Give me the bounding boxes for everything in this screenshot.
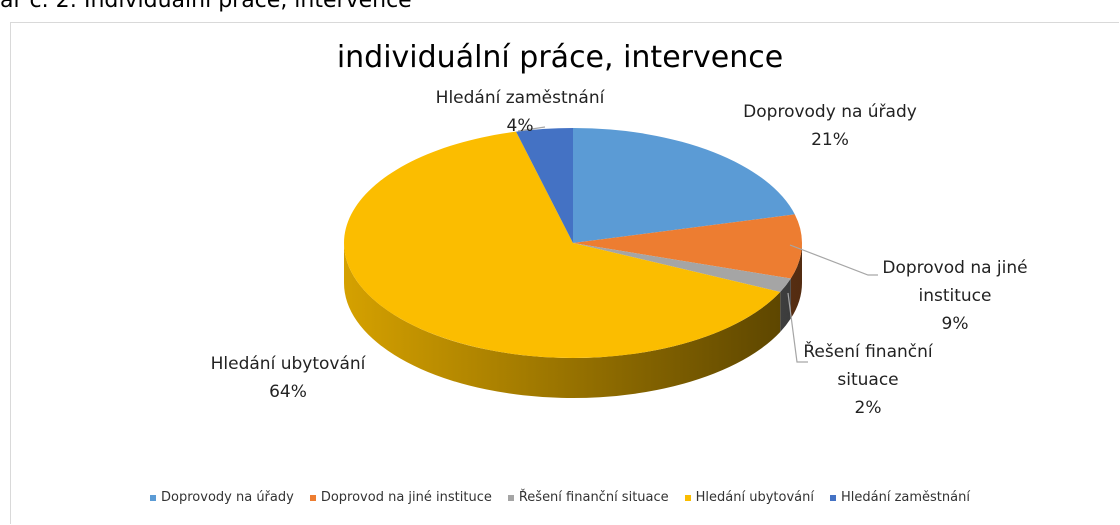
legend-item: Doprovody na úřady bbox=[150, 490, 294, 505]
data-label-name: Doprovody na úřady bbox=[743, 102, 917, 122]
data-label: Hledání ubytování 64% bbox=[178, 350, 398, 406]
legend-swatch bbox=[684, 494, 691, 501]
leader-line bbox=[789, 244, 878, 276]
legend-item: Řešení finanční situace bbox=[507, 490, 669, 505]
data-label-value: 21% bbox=[811, 130, 849, 150]
data-label: Hledání zaměstnání 4% bbox=[410, 84, 630, 140]
slice bbox=[573, 214, 802, 279]
slice bbox=[573, 128, 795, 243]
data-label: Řešení finanční situace 2% bbox=[793, 338, 943, 422]
caption: ar č. 2: Individuální práce, intervence bbox=[0, 0, 412, 13]
data-label-value: 64% bbox=[269, 382, 307, 402]
slice-side bbox=[780, 278, 791, 332]
legend-swatch bbox=[830, 494, 836, 501]
data-label-value: 4% bbox=[506, 116, 534, 136]
legend-swatch bbox=[309, 494, 316, 501]
legend-item: Doprovod na jiné instituce bbox=[309, 490, 492, 505]
legend-item: Hledání zaměstnání bbox=[830, 490, 970, 505]
legend-label: Doprovod na jiné instituce bbox=[320, 490, 492, 505]
data-label-value: 9% bbox=[941, 314, 969, 334]
legend: Doprovody na úřady Doprovod na jiné insti… bbox=[0, 490, 1120, 505]
data-label-name: Hledání zaměstnání bbox=[435, 88, 605, 108]
chart-title: individuální práce, intervence bbox=[336, 40, 784, 75]
legend-label: Doprovody na úřady bbox=[161, 490, 294, 505]
slice-side bbox=[344, 243, 781, 398]
data-label-name: Hledání ubytování bbox=[210, 354, 366, 374]
legend-item: Hledání ubytování bbox=[684, 490, 814, 505]
legend-swatch bbox=[150, 494, 157, 501]
data-label-name: Doprovod na jiné instituce bbox=[882, 258, 1028, 306]
slice bbox=[344, 131, 781, 358]
data-label-value: 2% bbox=[854, 398, 882, 418]
legend-label: Hledání ubytování bbox=[695, 490, 814, 505]
slice bbox=[573, 243, 791, 292]
data-label: Doprovody na úřady 21% bbox=[720, 98, 940, 154]
slice bbox=[516, 128, 573, 243]
leader-line bbox=[787, 292, 808, 363]
data-label-name: Řešení finanční situace bbox=[803, 342, 933, 390]
data-label: Doprovod na jiné instituce 9% bbox=[865, 254, 1045, 338]
legend-label: Řešení finanční situace bbox=[518, 490, 669, 505]
slice-side bbox=[790, 243, 802, 319]
legend-swatch bbox=[507, 494, 514, 501]
legend-label: Hledání zaměstnání bbox=[841, 490, 970, 505]
leader-line bbox=[517, 126, 546, 132]
chart-frame bbox=[10, 22, 1119, 524]
